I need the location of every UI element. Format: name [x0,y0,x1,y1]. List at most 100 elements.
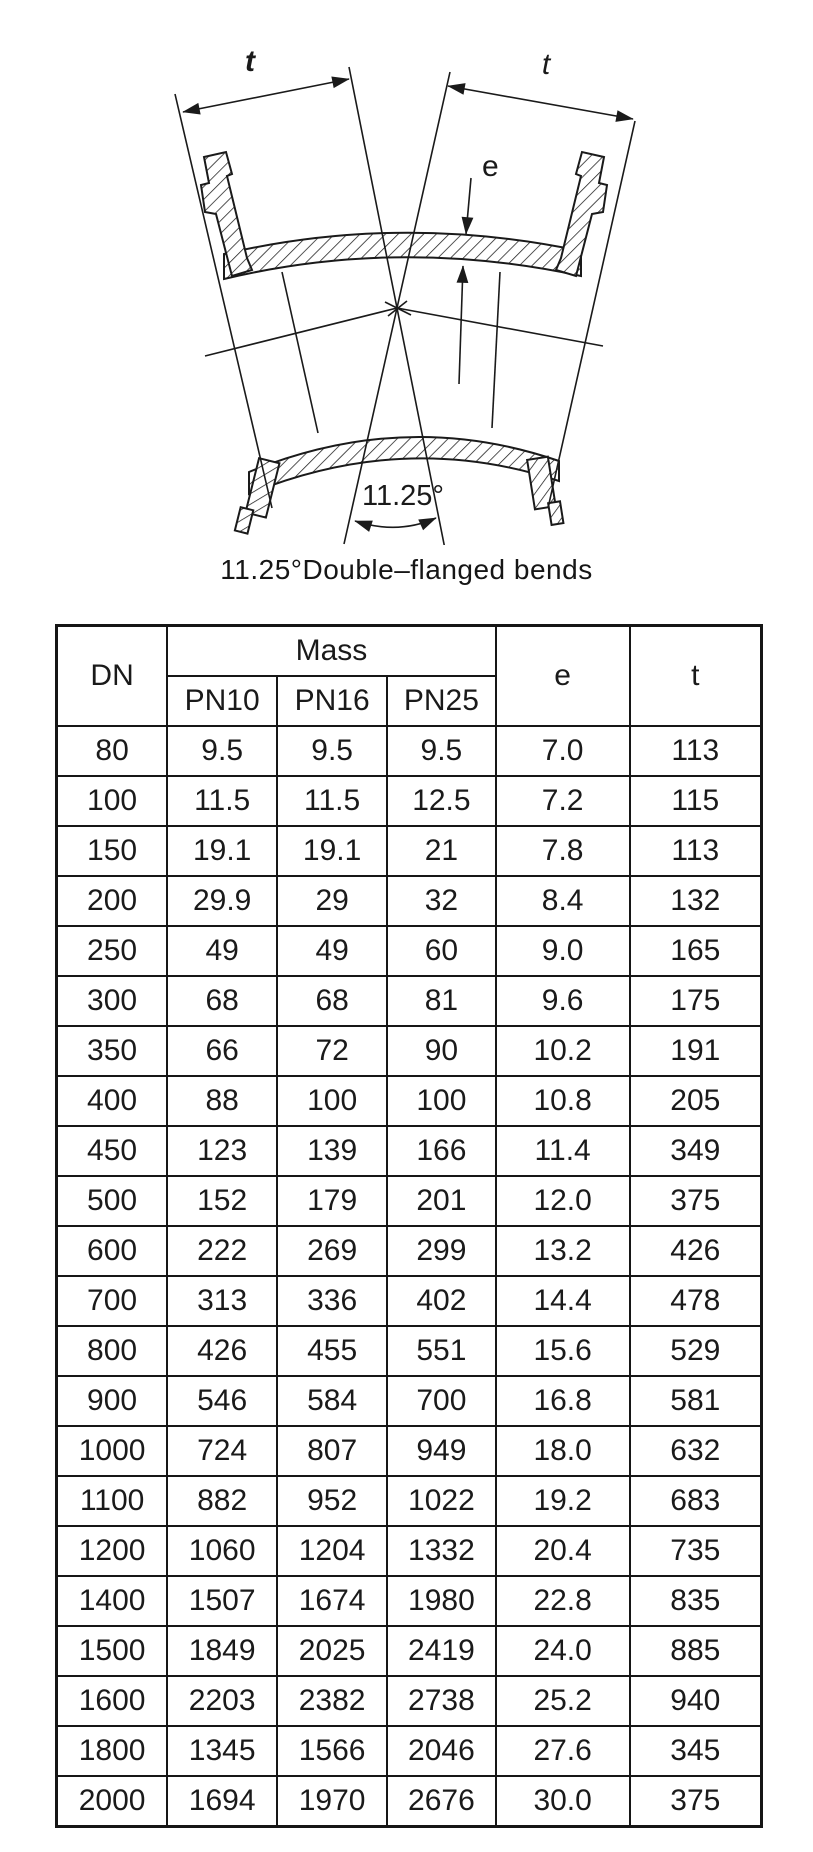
table-cell: 179 [276,1175,389,1227]
table-cell: 1500 [55,1625,169,1677]
table-cell: 18.0 [494,1425,631,1477]
table-cell: 375 [628,1775,763,1828]
table-cell: 949 [386,1425,497,1477]
table-cell: 19.2 [494,1475,631,1527]
table-cell: 9.5 [276,725,389,777]
e-lower-arrow [456,265,469,385]
table-section: DN Mass e t PN10 PN16 PN25 80 9.5 9.5 9.5 7.… [55,624,813,1828]
table-cell: 345 [628,1725,763,1777]
table-cell: 20.4 [494,1525,631,1577]
table-row: 300 68 68 81 9.6 175 [55,975,763,1027]
table-cell: 2738 [386,1675,497,1727]
table-row: 400 88 100 100 10.8 205 [55,1075,763,1127]
table-header: DN Mass e t PN10 PN16 PN25 [55,624,763,727]
table-cell: 700 [386,1375,497,1427]
table-cell: 940 [628,1675,763,1727]
table-cell: 49 [276,925,389,977]
table-row: 1500 1849 2025 2419 24.0 885 [55,1625,763,1677]
table-row: 100 11.5 11.5 12.5 7.2 115 [55,775,763,827]
table-cell: 600 [55,1225,169,1277]
table-cell: 1332 [386,1525,497,1577]
table-cell: 581 [628,1375,763,1427]
table-cell: 632 [628,1425,763,1477]
header-pn16: PN16 [276,675,389,727]
table-cell: 313 [166,1275,279,1327]
table-cell: 1507 [166,1575,279,1627]
table-cell: 72 [276,1025,389,1077]
table-cell: 1345 [166,1725,279,1777]
bottom-left-flange [233,456,281,535]
t-left-dimension [182,76,350,115]
table-cell: 400 [55,1075,169,1127]
table-row: 1800 1345 1566 2046 27.6 345 [55,1725,763,1777]
table-cell: 191 [628,1025,763,1077]
table-row: 1400 1507 1674 1980 22.8 835 [55,1575,763,1627]
table-cell: 90 [386,1025,497,1077]
table-cell: 10.8 [494,1075,631,1127]
table-cell: 9.5 [386,725,497,777]
table-cell: 9.6 [494,975,631,1027]
table-cell: 10.2 [494,1025,631,1077]
table-row: 500 152 179 201 12.0 375 [55,1175,763,1227]
table-cell: 165 [628,925,763,977]
table-row: 350 66 72 90 10.2 191 [55,1025,763,1077]
header-pn10: PN10 [166,675,279,727]
table-cell: 115 [628,775,763,827]
table-cell: 8.4 [494,875,631,927]
table-cell: 882 [166,1475,279,1527]
table-cell: 29 [276,875,389,927]
table-cell: 375 [628,1175,763,1227]
bend-spec-table: DN Mass e t PN10 PN16 PN25 80 9.5 9.5 9.5 7.… [55,624,763,1828]
table-cell: 2025 [276,1625,389,1677]
table-cell: 68 [166,975,279,1027]
table-cell: 81 [386,975,497,1027]
table-cell: 450 [55,1125,169,1177]
table-cell: 7.0 [494,725,631,777]
header-row-2: PN10 PN16 PN25 [57,675,762,727]
angle-arc-arrow [354,517,437,532]
table-cell: 49 [166,925,279,977]
dimension-lines [182,76,634,532]
table-cell: 269 [276,1225,389,1277]
table-row: 700 313 336 402 14.4 478 [55,1275,763,1327]
table-cell: 205 [628,1075,763,1127]
table-cell: 88 [166,1075,279,1127]
table-row: 250 49 49 60 9.0 165 [55,925,763,977]
table-cell: 336 [276,1275,389,1327]
table-cell: 2419 [386,1625,497,1677]
table-cell: 113 [628,725,763,777]
table-row: 450 123 139 166 11.4 349 [55,1125,763,1177]
table-cell: 1970 [276,1775,389,1828]
table-cell: 952 [276,1475,389,1527]
table-cell: 201 [386,1175,497,1227]
table-cell: 32 [386,875,497,927]
table-row: 150 19.1 19.1 21 7.8 113 [55,825,763,877]
table-cell: 15.6 [494,1325,631,1377]
table-cell: 500 [55,1175,169,1227]
table-cell: 683 [628,1475,763,1527]
table-cell: 11.4 [494,1125,631,1177]
bottom-wall-section [248,436,560,496]
table-cell: 885 [628,1625,763,1677]
table-cell: 1200 [55,1525,169,1577]
table-cell: 152 [166,1175,279,1227]
table-cell: 7.8 [494,825,631,877]
t-left-label: t [245,45,257,78]
table-cell: 1980 [386,1575,497,1627]
table-cell: 300 [55,975,169,1027]
table-row: 900 546 584 700 16.8 581 [55,1375,763,1427]
top-left-flange [199,150,254,278]
table-cell: 478 [628,1275,763,1327]
table-cell: 132 [628,875,763,927]
table-cell: 455 [276,1325,389,1377]
table-cell: 166 [386,1125,497,1177]
table-cell: 60 [386,925,497,977]
header-pn25: PN25 [386,675,497,727]
table-cell: 349 [628,1125,763,1177]
header-e: e [494,624,631,727]
table-cell: 200 [55,875,169,927]
e-label: e [482,150,499,183]
diagram-section: t t e 11.25° 11.25°Double–flanged bends [0,0,813,586]
header-row-1: DN Mass e t [55,624,763,727]
header-dn: DN [55,624,169,727]
